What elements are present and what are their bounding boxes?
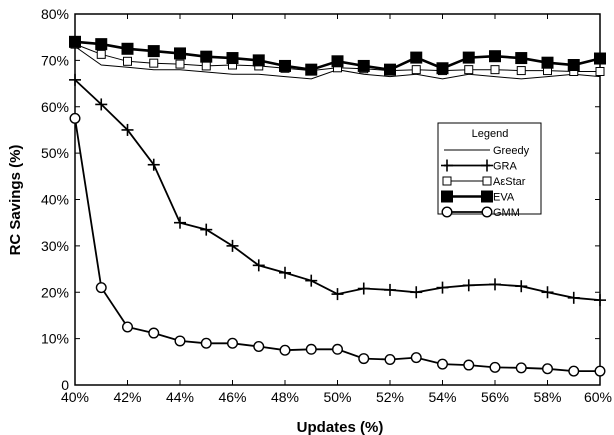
point-eva — [306, 64, 317, 75]
x-tick-label: 40% — [61, 389, 89, 405]
legend-title: Legend — [472, 128, 509, 140]
point-astar — [596, 68, 604, 76]
point-eva — [358, 60, 369, 71]
point-astar — [124, 57, 132, 65]
point-gmm — [569, 366, 579, 376]
point-eva — [332, 56, 343, 67]
point-gmm — [280, 345, 290, 355]
point-gmm — [175, 336, 185, 346]
point-astar — [517, 67, 525, 75]
x-tick-label: 52% — [376, 389, 404, 405]
point-eva — [568, 60, 579, 71]
legend-label-eva: EVA — [493, 192, 515, 204]
legend-marker — [482, 191, 493, 202]
legend: Legend Greedy GRA AεStar EVA GMM — [438, 123, 541, 219]
point-eva — [122, 43, 133, 54]
y-tick-label: 60% — [41, 99, 69, 115]
y-tick-label: 30% — [41, 238, 69, 254]
point-eva — [70, 36, 81, 47]
point-gmm — [438, 359, 448, 369]
point-eva — [280, 60, 291, 71]
point-eva — [148, 46, 159, 57]
point-eva — [463, 52, 474, 63]
point-gmm — [595, 366, 605, 376]
point-astar — [491, 66, 499, 74]
point-astar — [202, 62, 210, 70]
point-gmm — [254, 342, 264, 352]
y-tick-label: 50% — [41, 145, 69, 161]
point-eva — [175, 48, 186, 59]
legend-marker — [443, 177, 451, 185]
x-tick-label: 44% — [166, 389, 194, 405]
x-tick-label: 48% — [271, 389, 299, 405]
point-gmm — [359, 354, 369, 364]
y-tick-label: 70% — [41, 52, 69, 68]
x-tick-label: 60% — [584, 389, 612, 405]
point-gmm — [464, 360, 474, 370]
x-tick-label: 42% — [113, 389, 141, 405]
point-gmm — [306, 344, 316, 354]
legend-marker — [482, 207, 492, 217]
x-axis-title: Updates (%) — [297, 419, 384, 435]
y-tick-label: 80% — [41, 6, 69, 22]
x-tick-label: 50% — [323, 389, 351, 405]
point-eva — [437, 63, 448, 74]
point-eva — [516, 53, 527, 64]
y-tick-label: 10% — [41, 331, 69, 347]
point-gmm — [70, 114, 80, 124]
point-eva — [227, 53, 238, 64]
point-gmm — [201, 338, 211, 348]
y-tick-label: 40% — [41, 192, 69, 208]
point-astar — [150, 59, 158, 67]
point-eva — [201, 51, 212, 62]
legend-label-astar: AεStar — [493, 176, 526, 188]
point-gmm — [490, 363, 500, 373]
point-gmm — [123, 322, 133, 332]
point-eva — [253, 55, 264, 66]
point-gmm — [516, 363, 526, 373]
point-gmm — [385, 355, 395, 365]
point-eva — [411, 52, 422, 63]
point-eva — [96, 39, 107, 50]
legend-marker — [442, 191, 453, 202]
point-gmm — [96, 283, 106, 293]
point-eva — [490, 51, 501, 62]
x-tick-label: 56% — [481, 389, 509, 405]
legend-marker — [483, 177, 491, 185]
legend-label-greedy: Greedy — [493, 145, 530, 157]
point-eva — [595, 53, 606, 64]
point-eva — [385, 64, 396, 75]
y-tick-label: 20% — [41, 284, 69, 300]
legend-label-gra: GRA — [493, 161, 518, 173]
legend-label-gmm: GMM — [493, 207, 520, 219]
y-axis-title: RC Savings (%) — [7, 145, 24, 256]
point-astar — [412, 66, 420, 74]
point-astar — [176, 60, 184, 68]
legend-marker — [442, 207, 452, 217]
point-gmm — [333, 344, 343, 354]
point-eva — [542, 57, 553, 68]
x-tick-label: 46% — [218, 389, 246, 405]
point-gmm — [543, 364, 553, 374]
x-tick-label: 58% — [533, 389, 561, 405]
point-gmm — [228, 338, 238, 348]
point-astar — [97, 50, 105, 58]
point-astar — [465, 66, 473, 74]
point-gmm — [411, 353, 421, 363]
point-gmm — [149, 328, 159, 338]
x-tick-label: 54% — [428, 389, 456, 405]
